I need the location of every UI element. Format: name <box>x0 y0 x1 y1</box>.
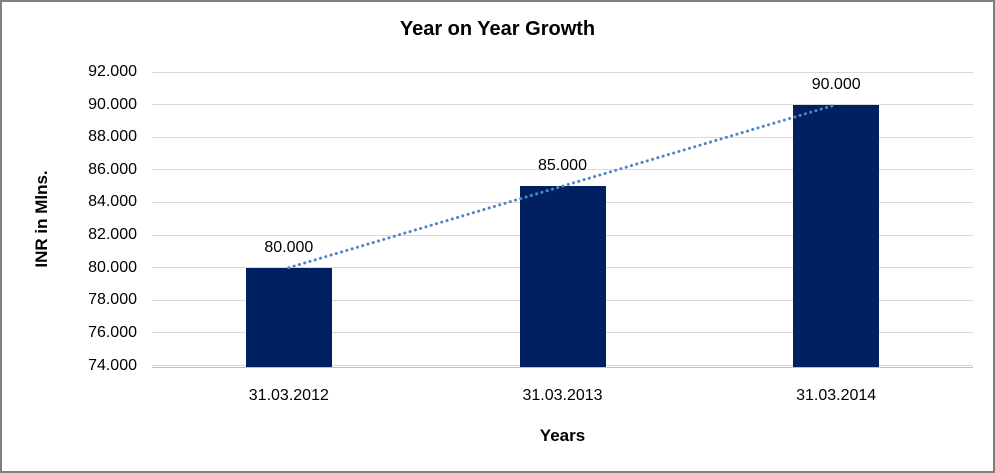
y-axis-tick-label: 74.000 <box>88 356 137 374</box>
x-axis-category-label: 31.03.2014 <box>796 387 877 404</box>
chart-title: Year on Year Growth <box>399 18 596 40</box>
y-axis-tick-label: 76.000 <box>88 323 137 341</box>
y-axis-tick-label: 78.000 <box>88 291 137 309</box>
bar <box>245 267 332 367</box>
y-axis-tick-label: 80.000 <box>88 258 137 276</box>
y-axis-tick-label: 86.000 <box>88 160 137 178</box>
y-axis-tick-label: 82.000 <box>88 226 137 244</box>
x-axis-line <box>152 367 973 368</box>
bar-value-label: 85.000 <box>538 157 587 175</box>
gridline <box>152 71 973 73</box>
x-axis-category-label: 31.03.2012 <box>248 387 329 404</box>
x-axis-category-label: 31.03.2013 <box>522 387 603 404</box>
y-axis-tick-label: 84.000 <box>88 193 137 211</box>
y-axis-tick-label: 90.000 <box>88 95 137 113</box>
x-axis-title: Years <box>539 426 586 445</box>
bar-value-label: 80.000 <box>264 238 314 256</box>
bar <box>793 104 880 367</box>
bar-value-label: 90.000 <box>811 75 861 93</box>
y-axis-tick-label: 88.000 <box>88 128 137 146</box>
bar <box>519 186 606 367</box>
y-axis-tick-label: 92.000 <box>88 63 137 80</box>
